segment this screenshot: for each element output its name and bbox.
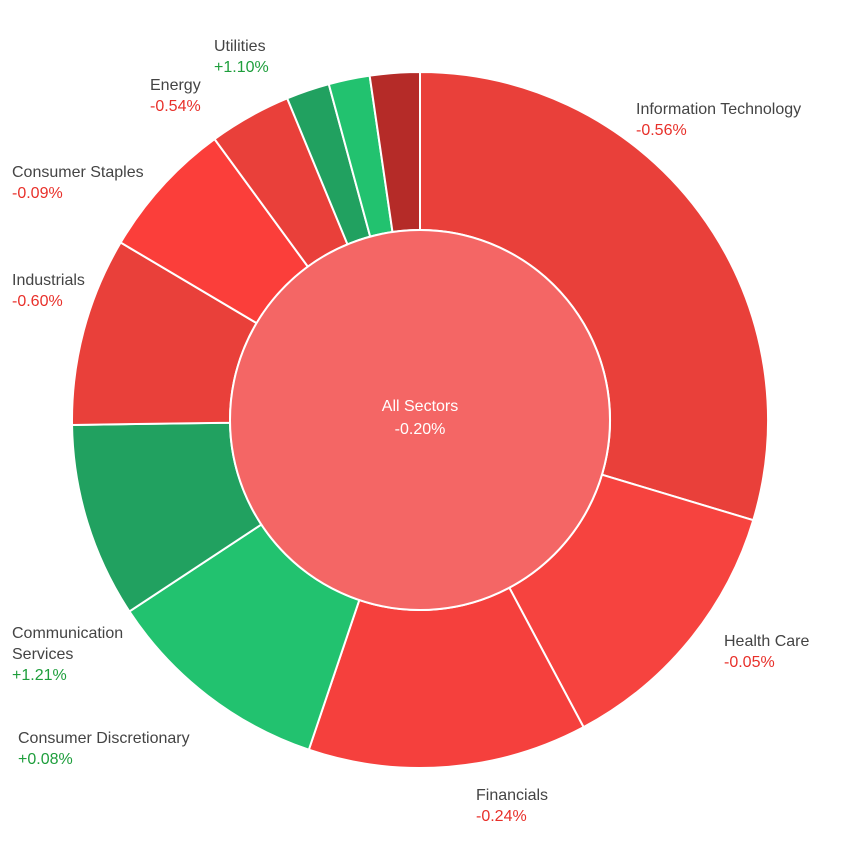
label-consumer-staples: Consumer Staples -0.09%	[12, 162, 144, 204]
center-title: All Sectors	[381, 398, 459, 415]
label-financials-change: -0.24%	[476, 808, 527, 825]
label-industrials-name: Industrials	[12, 272, 85, 289]
label-energy: Energy -0.54%	[150, 75, 201, 117]
center-change: -0.20%	[394, 421, 446, 438]
label-information-technology-change: -0.56%	[636, 122, 687, 139]
label-health-care-name: Health Care	[724, 633, 810, 650]
label-consumer-staples-change: -0.09%	[12, 185, 63, 202]
label-industrials-change: -0.60%	[12, 293, 63, 310]
label-energy-change: -0.54%	[150, 98, 201, 115]
label-communication-services-name-2: Services	[12, 646, 74, 663]
label-consumer-discretionary-change: +0.08%	[18, 751, 73, 768]
center-circle[interactable]	[229, 229, 611, 611]
label-energy-name: Energy	[150, 77, 201, 94]
label-financials: Financials -0.24%	[476, 785, 548, 827]
center-label: All Sectors -0.20%	[320, 395, 520, 441]
label-consumer-discretionary: Consumer Discretionary +0.08%	[18, 728, 190, 770]
label-communication-services-change: +1.21%	[12, 667, 67, 684]
label-consumer-discretionary-name: Consumer Discretionary	[18, 730, 190, 747]
label-health-care-change: -0.05%	[724, 654, 775, 671]
label-industrials: Industrials -0.60%	[12, 270, 85, 312]
label-communication-services: Communication Services +1.21%	[12, 623, 123, 686]
label-health-care: Health Care -0.05%	[724, 631, 809, 673]
label-information-technology-name: Information Technology	[636, 101, 802, 118]
label-utilities-change: +1.10%	[214, 59, 269, 76]
label-utilities-name: Utilities	[214, 38, 266, 55]
label-consumer-staples-name: Consumer Staples	[12, 164, 144, 181]
label-financials-name: Financials	[476, 787, 549, 804]
label-utilities: Utilities +1.10%	[214, 36, 269, 78]
label-information-technology: Information Technology -0.56%	[636, 99, 801, 141]
label-communication-services-name-1: Communication	[12, 625, 124, 642]
